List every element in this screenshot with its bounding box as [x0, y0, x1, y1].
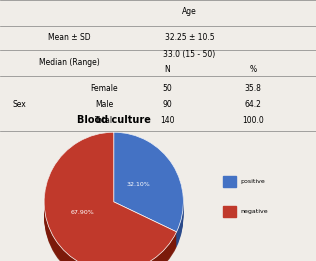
Text: 64.2: 64.2 — [244, 100, 261, 109]
Wedge shape — [44, 141, 177, 261]
Wedge shape — [44, 136, 177, 261]
Text: 100.0: 100.0 — [242, 116, 264, 124]
Wedge shape — [114, 147, 183, 247]
Wedge shape — [44, 137, 177, 261]
Title: Blood culture: Blood culture — [77, 115, 151, 124]
Wedge shape — [44, 139, 177, 261]
Text: Sex: Sex — [13, 100, 27, 109]
Bar — [223, 206, 236, 217]
Wedge shape — [114, 135, 183, 234]
Text: Age: Age — [182, 7, 197, 16]
Text: 140: 140 — [160, 116, 175, 124]
Text: %: % — [249, 65, 256, 74]
Wedge shape — [44, 132, 177, 261]
Wedge shape — [114, 145, 183, 245]
Wedge shape — [44, 134, 177, 261]
Text: Median (Range): Median (Range) — [39, 58, 100, 67]
Wedge shape — [44, 144, 177, 261]
Wedge shape — [114, 143, 183, 242]
Wedge shape — [114, 140, 183, 240]
Text: 33.0 (15 - 50): 33.0 (15 - 50) — [163, 50, 216, 59]
Wedge shape — [114, 139, 183, 238]
Wedge shape — [114, 134, 183, 233]
Wedge shape — [114, 144, 183, 243]
Wedge shape — [44, 147, 177, 261]
Text: negative: negative — [240, 209, 268, 214]
Bar — [223, 176, 236, 187]
Wedge shape — [114, 137, 183, 237]
Wedge shape — [114, 132, 183, 232]
Text: Female: Female — [90, 84, 118, 93]
Text: N: N — [165, 65, 170, 74]
Wedge shape — [114, 132, 183, 232]
Text: 50: 50 — [163, 84, 172, 93]
Text: 90: 90 — [163, 100, 172, 109]
Text: 35.8: 35.8 — [244, 84, 261, 93]
Text: 32.25 ± 10.5: 32.25 ± 10.5 — [165, 33, 215, 42]
Text: Male: Male — [95, 100, 113, 109]
Text: 67.90%: 67.90% — [70, 210, 94, 215]
Wedge shape — [44, 132, 177, 261]
Text: positive: positive — [240, 179, 265, 184]
Wedge shape — [44, 143, 177, 261]
Wedge shape — [114, 136, 183, 236]
Wedge shape — [114, 146, 183, 246]
Wedge shape — [114, 141, 183, 241]
Wedge shape — [44, 145, 177, 261]
Text: Mean ± SD: Mean ± SD — [48, 33, 91, 42]
Text: 32.10%: 32.10% — [126, 182, 150, 187]
Wedge shape — [44, 146, 177, 261]
Text: Total: Total — [95, 116, 113, 124]
Wedge shape — [44, 135, 177, 261]
Wedge shape — [44, 140, 177, 261]
